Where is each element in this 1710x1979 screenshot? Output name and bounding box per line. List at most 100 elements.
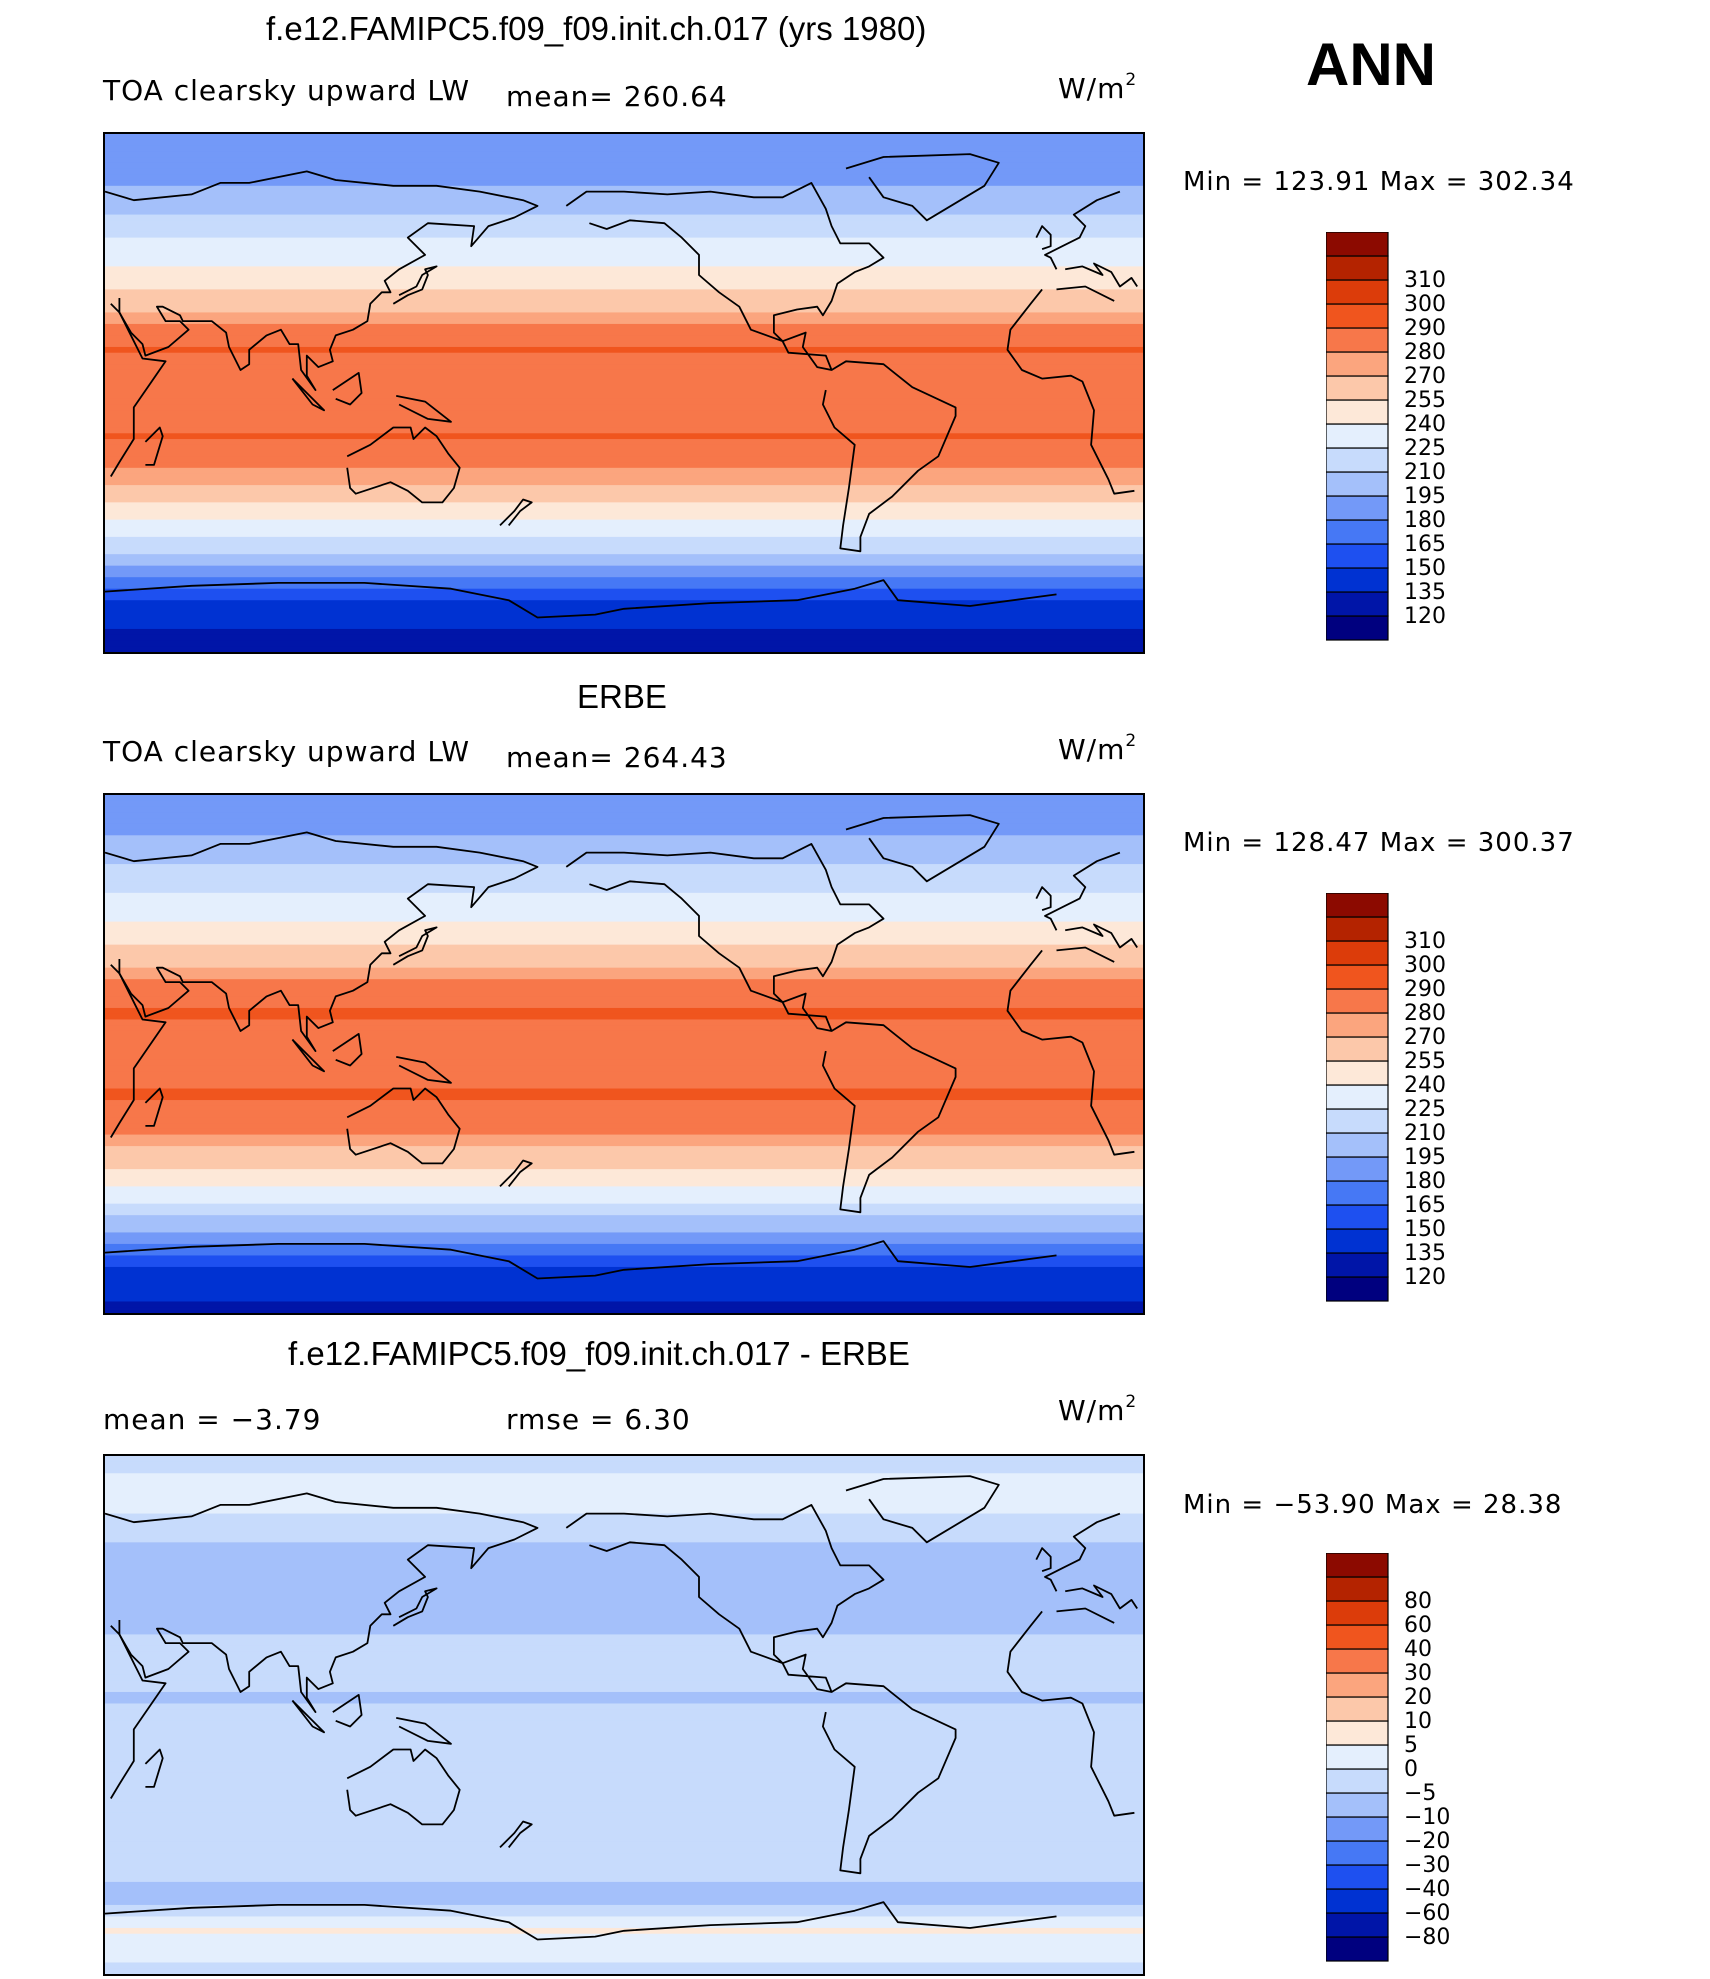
colorbar-swatch: [1325, 1132, 1389, 1158]
zonal-band: [105, 1209, 1143, 1216]
zonal-band: [105, 519, 1143, 526]
coastline: [144, 1748, 164, 1788]
zonal-band: [105, 875, 1143, 882]
zonal-band: [105, 1916, 1143, 1923]
zonal-band: [105, 1864, 1143, 1871]
zonal-band: [105, 1605, 1143, 1612]
zonal-band: [105, 1622, 1143, 1630]
zonal-band: [105, 364, 1143, 371]
coastline: [392, 265, 438, 305]
zonal-band: [105, 858, 1143, 865]
colorbar-swatch: [1325, 1156, 1389, 1182]
colorbar-swatch: [1325, 1648, 1389, 1674]
coastline: [1056, 946, 1115, 963]
zonal-band: [105, 628, 1143, 636]
zonal-band: [105, 944, 1143, 951]
zonal-band: [105, 1548, 1143, 1555]
zonal-band: [105, 938, 1143, 946]
colorbar-tick-label: 120: [1404, 604, 1446, 629]
zonal-band: [105, 352, 1143, 360]
zonal-band: [105, 973, 1143, 980]
coastline: [105, 831, 539, 1053]
zonal-band: [105, 369, 1143, 377]
zonal-band: [105, 1278, 1143, 1285]
coastline: [105, 170, 539, 392]
colorbar-swatch: [1325, 495, 1389, 521]
zonal-band: [105, 1691, 1143, 1699]
colorbar-tick-label: 180: [1404, 508, 1446, 533]
zonal-band: [105, 1461, 1143, 1469]
zonal-band: [105, 548, 1143, 555]
zonal-band: [105, 1640, 1143, 1647]
colorbar-swatch: [1325, 1552, 1389, 1578]
zonal-band: [105, 162, 1143, 170]
zonal-band: [105, 1824, 1143, 1831]
panel-title-diff: f.e12.FAMIPC5.f09_f09.init.ch.017 - ERBE: [288, 1335, 910, 1372]
zonal-band: [105, 990, 1143, 998]
zonal-band: [105, 1174, 1143, 1182]
zonal-band: [105, 197, 1143, 204]
zonal-band: [105, 846, 1143, 854]
zonal-band: [105, 1645, 1143, 1653]
zonal-band: [105, 1571, 1143, 1578]
colorbar-swatch: [1325, 916, 1389, 942]
zonal-band: [105, 1893, 1143, 1900]
zonal-band: [105, 640, 1143, 647]
zonal-band: [105, 1128, 1143, 1136]
colorbar-tick-label: −30: [1404, 1853, 1450, 1878]
zonal-band: [105, 456, 1143, 463]
units-label-obs: W/m2: [1058, 730, 1138, 766]
zonal-band: [105, 852, 1143, 859]
zonal-band: [105, 1904, 1143, 1912]
zonal-band: [105, 800, 1143, 808]
colorbar-swatch: [1325, 615, 1389, 641]
colorbar-swatch: [1325, 1084, 1389, 1110]
zonal-band: [105, 1289, 1143, 1297]
colorbar-tick-label: −5: [1404, 1781, 1436, 1806]
zonal-band: [105, 927, 1143, 934]
zonal-band: [105, 1801, 1143, 1808]
zonal-band: [105, 1663, 1143, 1670]
colorbar-swatch: [1325, 423, 1389, 449]
zonal-band: [105, 214, 1143, 221]
zonal-band: [105, 1755, 1143, 1762]
zonal-band: [105, 559, 1143, 567]
zonal-band: [105, 496, 1143, 503]
zonal-band: [105, 979, 1143, 986]
zonal-band: [105, 1743, 1143, 1751]
zonal-band: [105, 1117, 1143, 1124]
units-label-diff: W/m2: [1058, 1391, 1138, 1427]
zonal-band: [105, 1100, 1143, 1107]
colorbar-tick-label: 240: [1404, 412, 1446, 437]
zonal-band: [105, 416, 1143, 423]
colorbar-tick-label: 310: [1404, 929, 1446, 954]
coastline: [105, 1901, 1057, 1941]
zonal-band: [105, 1853, 1143, 1860]
zonal-band: [105, 168, 1143, 175]
zonal-band: [105, 1858, 1143, 1866]
zonal-band: [105, 1025, 1143, 1032]
coastline: [332, 371, 363, 406]
zonal-band: [105, 450, 1143, 457]
zonal-band: [105, 1220, 1143, 1228]
zonal-band: [105, 1180, 1143, 1187]
zonal-band: [105, 1105, 1143, 1113]
colorbar-tick-label: 40: [1404, 1637, 1432, 1662]
zonal-band: [105, 898, 1143, 905]
coastline: [1065, 1584, 1138, 1610]
coastline: [346, 426, 461, 504]
colorbar-tick-label: 180: [1404, 1169, 1446, 1194]
zonal-band: [105, 1553, 1143, 1561]
zonal-band: [105, 984, 1143, 992]
zonal-band: [105, 1203, 1143, 1210]
zonal-band: [105, 295, 1143, 302]
zonal-band: [105, 433, 1143, 440]
colorbar-swatch: [1325, 303, 1389, 329]
colorbar-tick-label: 135: [1404, 580, 1446, 605]
zonal-band: [105, 1956, 1143, 1964]
colorbar-tick-label: 80: [1404, 1589, 1432, 1614]
zonal-band: [105, 1048, 1143, 1055]
colorbar-swatch: [1325, 1036, 1389, 1062]
zonal-band: [105, 1272, 1143, 1280]
zonal-band: [105, 1243, 1143, 1251]
